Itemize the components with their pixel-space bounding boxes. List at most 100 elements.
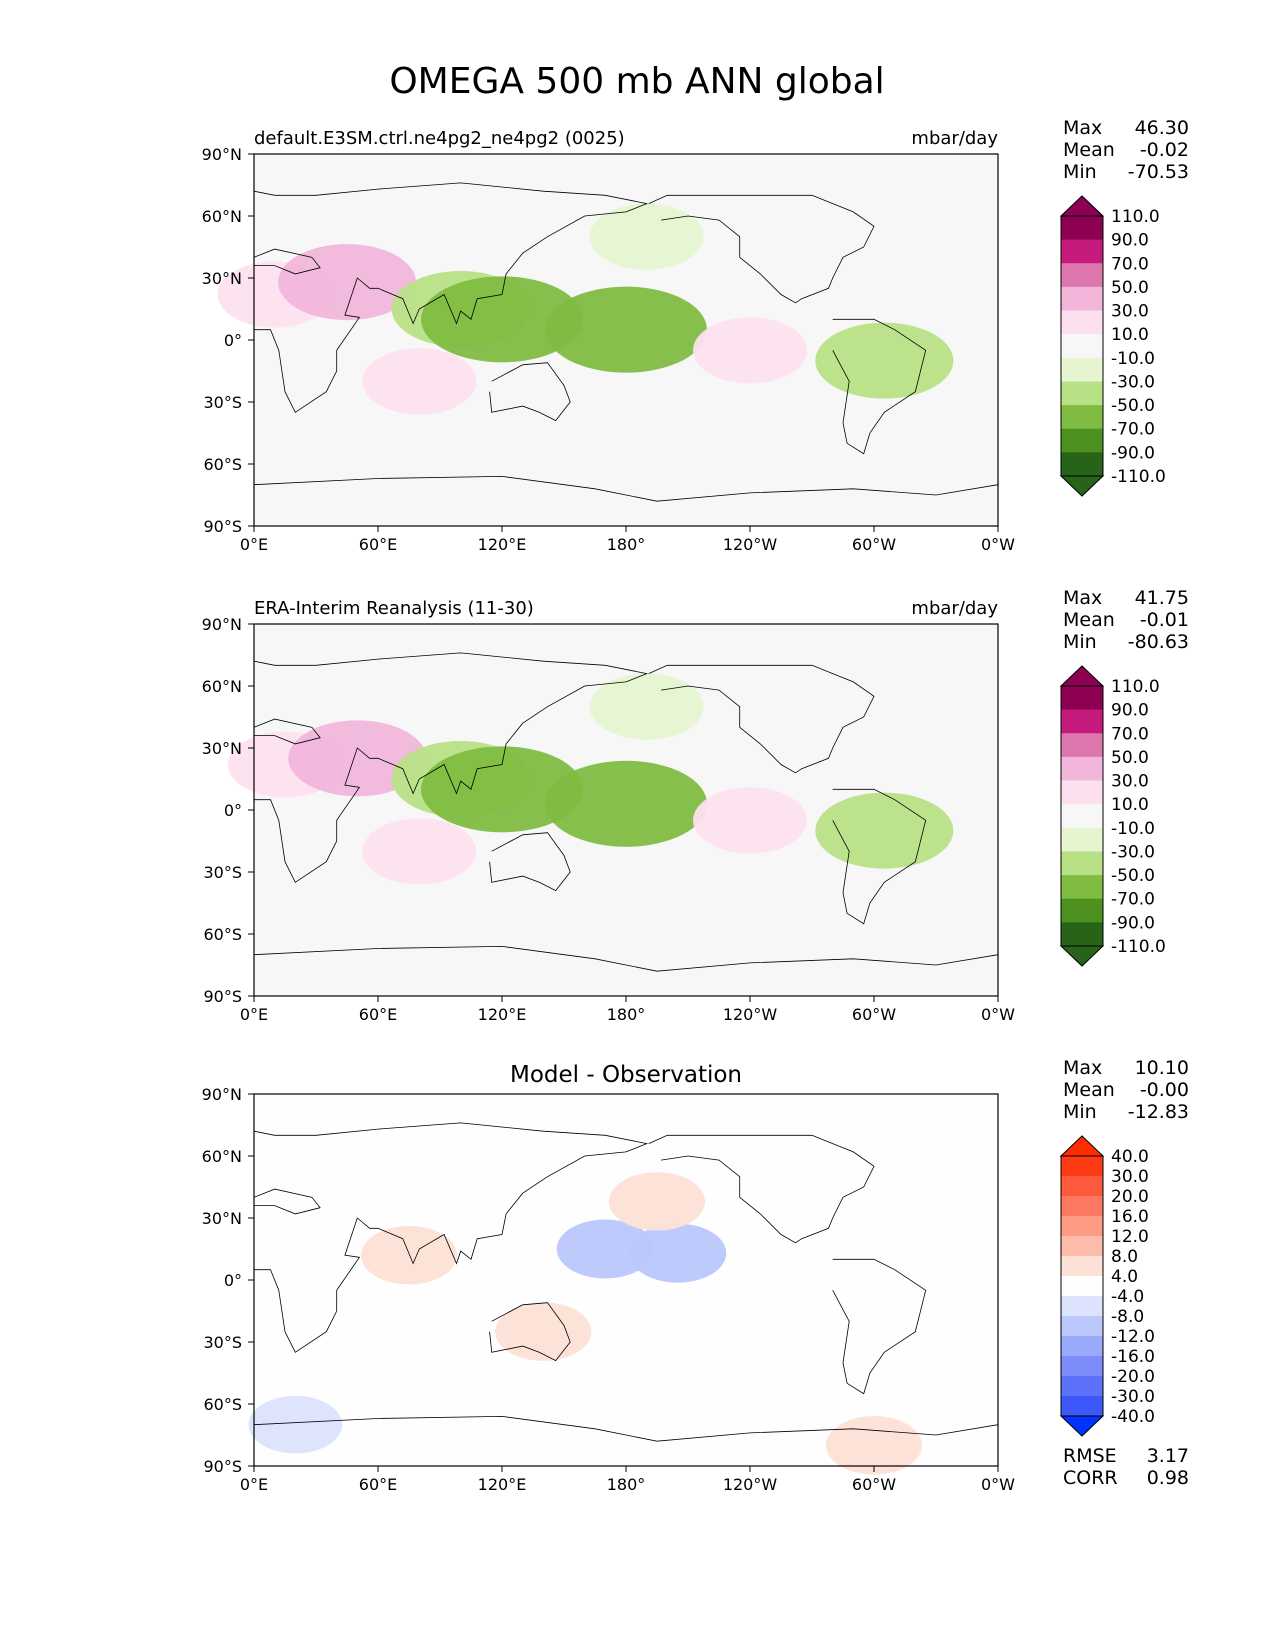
colorbar-tick-label: -10.0 bbox=[1111, 349, 1155, 369]
coastline bbox=[253, 718, 321, 745]
colorbar-swatch bbox=[1061, 239, 1103, 264]
coastline bbox=[489, 362, 571, 422]
colorbar-swatch bbox=[1061, 381, 1103, 406]
colorbar-swatch bbox=[1061, 804, 1103, 829]
colorbar-swatch bbox=[1061, 780, 1103, 805]
colorbar-tick-label: 30.0 bbox=[1111, 302, 1149, 322]
panel-units: mbar/day bbox=[911, 598, 998, 619]
stat-label: Mean bbox=[1063, 609, 1115, 631]
colorbar-tick-label: -16.0 bbox=[1111, 1347, 1155, 1367]
y-tick-label: 0° bbox=[224, 801, 242, 820]
region-southern-ocean-negative bbox=[248, 1395, 343, 1454]
region-north-pacific-storm bbox=[589, 673, 704, 740]
stat-value: 46.30 bbox=[1135, 117, 1189, 139]
colorbar-swatch bbox=[1061, 1196, 1103, 1217]
stat-value: -70.53 bbox=[1128, 161, 1189, 183]
colorbar-over-triangle bbox=[1059, 195, 1105, 217]
x-tick-label: 120°W bbox=[723, 1475, 778, 1494]
colorbar-tick-label: -70.0 bbox=[1111, 890, 1155, 910]
region-pacific-negative-1 bbox=[556, 1219, 654, 1279]
colorbar-swatch bbox=[1061, 310, 1103, 335]
colorbar-tick-label: -70.0 bbox=[1111, 420, 1155, 440]
colorbar-swatch bbox=[1061, 428, 1103, 453]
region-indian-ocean-south bbox=[362, 348, 477, 415]
panel-title: Model - Observation bbox=[510, 1062, 742, 1088]
colorbar-swatch bbox=[1061, 1216, 1103, 1237]
colorbar-swatch bbox=[1061, 1276, 1103, 1297]
colorbar-tick-label: 30.0 bbox=[1111, 1167, 1149, 1187]
extra-stat-value: 0.98 bbox=[1147, 1467, 1189, 1489]
coastline bbox=[253, 1415, 999, 1442]
y-tick-label: 90°N bbox=[202, 145, 242, 164]
x-tick-label: 120°E bbox=[478, 1005, 527, 1024]
colorbar-tick-label: 90.0 bbox=[1111, 701, 1149, 721]
colorbar-frame bbox=[1060, 685, 1104, 947]
y-tick-label: 30°S bbox=[203, 393, 242, 412]
y-tick-label: 0° bbox=[224, 331, 242, 350]
y-tick-label: 30°S bbox=[203, 1333, 242, 1352]
coastline bbox=[648, 194, 875, 304]
colorbar-swatch bbox=[1061, 1236, 1103, 1257]
coastline bbox=[253, 182, 649, 413]
colorbar-tick-label: -10.0 bbox=[1111, 819, 1155, 839]
x-tick-label: 0°E bbox=[240, 1005, 268, 1024]
region-south-asia-positive bbox=[361, 1225, 457, 1285]
panel-title: default.E3SM.ctrl.ne4pg2_ne4pg2 (0025) bbox=[254, 128, 625, 149]
y-tick-label: 60°N bbox=[202, 207, 242, 226]
stat-value: -80.63 bbox=[1128, 631, 1189, 653]
colorbar-tick-label: -90.0 bbox=[1111, 913, 1155, 933]
colorbar-tick-label: 10.0 bbox=[1111, 795, 1149, 815]
x-tick-label: 0°W bbox=[981, 1005, 1015, 1024]
coastline bbox=[832, 1258, 927, 1395]
stat-label: Min bbox=[1063, 631, 1097, 653]
colorbar-swatch bbox=[1061, 263, 1103, 288]
map-background bbox=[254, 1094, 998, 1466]
colorbar-tick-label: -90.0 bbox=[1111, 443, 1155, 463]
stat-label: Min bbox=[1063, 161, 1097, 183]
x-tick-label: 180° bbox=[607, 535, 646, 554]
region-indian-ocean-south bbox=[362, 818, 477, 885]
colorbar-tick-label: 70.0 bbox=[1111, 724, 1149, 744]
colorbar-tick-label: 10.0 bbox=[1111, 325, 1149, 345]
y-tick-label: 90°S bbox=[203, 517, 242, 536]
colorbar-swatch bbox=[1061, 851, 1103, 876]
colorbar-swatch bbox=[1061, 827, 1103, 852]
panel-3: Model - Observation 0°E 60°E 120°E 180° 120°W… bbox=[202, 1057, 1189, 1494]
region-arabia-core bbox=[278, 244, 416, 321]
coastline bbox=[253, 945, 999, 972]
coastline bbox=[489, 1302, 571, 1362]
colorbar-tick-label: -110.0 bbox=[1111, 467, 1166, 487]
extra-stat-label: RMSE bbox=[1063, 1445, 1117, 1467]
region-east-pacific bbox=[693, 787, 807, 854]
colorbar-tick-label: 90.0 bbox=[1111, 231, 1149, 251]
colorbar-tick-label: -8.0 bbox=[1111, 1307, 1144, 1327]
colorbar-swatch bbox=[1061, 709, 1103, 734]
colorbar-tick-label: 30.0 bbox=[1111, 772, 1149, 792]
colorbar-swatch bbox=[1061, 1156, 1103, 1177]
colorbar-swatch bbox=[1061, 875, 1103, 900]
stat-label: Max bbox=[1063, 587, 1102, 609]
stat-value: -0.00 bbox=[1140, 1079, 1189, 1101]
y-tick-label: 30°N bbox=[202, 269, 242, 288]
colorbar-tick-label: 12.0 bbox=[1111, 1227, 1149, 1247]
coastline bbox=[832, 318, 927, 455]
colorbar-tick-label: 4.0 bbox=[1111, 1267, 1138, 1287]
x-tick-label: 120°W bbox=[723, 1005, 778, 1024]
colorbar-swatch bbox=[1061, 1316, 1103, 1337]
region-north-pacific-storm bbox=[589, 203, 704, 270]
region-amazon bbox=[815, 322, 954, 399]
stat-label: Max bbox=[1063, 1057, 1102, 1079]
x-tick-label: 0°W bbox=[981, 1475, 1015, 1494]
colorbar-tick-label: -12.0 bbox=[1111, 1327, 1155, 1347]
x-tick-label: 180° bbox=[607, 1475, 646, 1494]
x-tick-label: 60°E bbox=[359, 535, 397, 554]
extra-stat-value: 3.17 bbox=[1147, 1445, 1189, 1467]
coastline bbox=[253, 475, 999, 502]
stat-label: Mean bbox=[1063, 1079, 1115, 1101]
colorbar-tick-label: -50.0 bbox=[1111, 866, 1155, 886]
y-tick-label: 60°N bbox=[202, 1147, 242, 1166]
colorbar-tick-label: 50.0 bbox=[1111, 278, 1149, 298]
y-tick-label: 60°N bbox=[202, 677, 242, 696]
stat-label: Max bbox=[1063, 117, 1102, 139]
colorbar-swatch bbox=[1061, 756, 1103, 782]
